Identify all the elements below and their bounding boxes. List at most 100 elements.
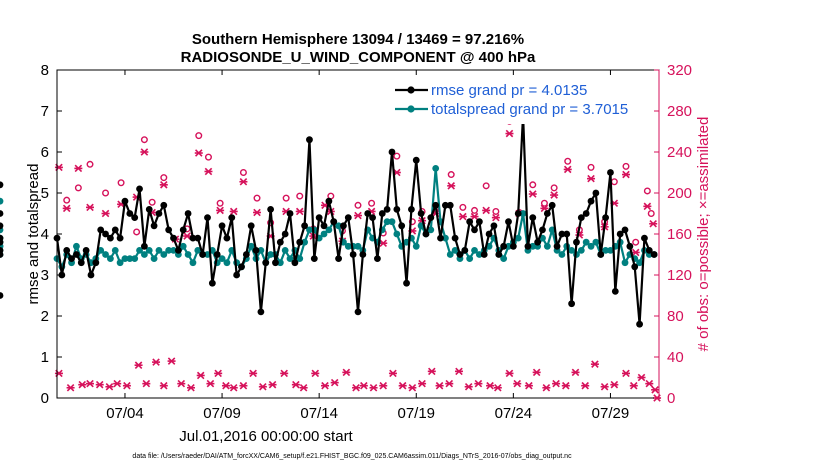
totalspread-point <box>427 226 435 234</box>
rmse-point <box>0 234 4 242</box>
rmse-point <box>592 189 600 197</box>
obs-assimilated-point <box>354 211 362 220</box>
y-right-tick-label: 40 <box>667 349 684 366</box>
rmse-point <box>223 234 231 242</box>
obs-assimilated-point <box>167 357 176 365</box>
obs-assimilated-point <box>464 382 473 391</box>
totalspread-point <box>412 242 420 250</box>
obs-assimilated-point <box>268 380 277 389</box>
totalspread-point <box>587 242 595 250</box>
obs-assimilated-point <box>183 232 192 240</box>
obs-assimilated-point <box>253 208 262 217</box>
totalspread-point <box>306 226 313 234</box>
obs-assimilated-point <box>239 381 248 390</box>
y-tick-label: 0 <box>41 390 49 407</box>
rmse-line <box>55 113 655 326</box>
y-tick-label: 8 <box>41 62 49 79</box>
rmse-point <box>252 247 260 254</box>
totalspread-point <box>126 255 134 262</box>
y-axis-left: 0 1 2 3 4 5 6 7 8 <box>41 62 62 407</box>
rmse-point <box>77 259 85 267</box>
obs-assimilated-point <box>474 379 483 388</box>
obs-assimilated-point <box>643 202 652 211</box>
rmse-point <box>174 247 182 254</box>
y-right-tick-label: 200 <box>667 185 692 202</box>
rmse-point <box>325 197 333 205</box>
totalspread-point <box>393 230 401 238</box>
totalspread-point <box>529 242 537 250</box>
rmse-point <box>194 234 202 242</box>
obs-assimilated-point <box>379 381 388 390</box>
totalspread-point <box>111 247 119 254</box>
obs-possible-point <box>102 189 110 197</box>
obs-assimilated-point <box>159 381 168 390</box>
rmse-point <box>131 214 139 222</box>
rmse-point <box>0 222 4 230</box>
rmse-point <box>437 234 444 242</box>
obs-assimilated-point <box>563 165 572 174</box>
rmse-point <box>160 201 168 209</box>
obs-possible-point <box>296 192 304 200</box>
totalspread-point <box>160 251 168 258</box>
y-right-tick-label: 80 <box>667 308 684 325</box>
rmse-point <box>490 222 498 230</box>
totalspread-point <box>276 259 284 267</box>
totalspread-point <box>543 242 551 250</box>
rmse-point <box>359 251 367 258</box>
obs-possible-point <box>459 203 467 211</box>
totalspread-point <box>136 247 143 254</box>
obs-assimilated-point <box>631 248 640 257</box>
rmse-point <box>272 259 279 267</box>
obs-assimilated-point <box>359 381 368 390</box>
obs-assimilated-point <box>204 167 213 176</box>
totalspread-point <box>145 247 153 254</box>
obs-assimilated-point <box>561 381 570 390</box>
obs-assimilated-point <box>206 379 215 388</box>
y-right-tick-label: 0 <box>667 390 675 407</box>
obs-assimilated-point <box>445 379 454 388</box>
rmse-point <box>218 222 226 230</box>
obs-assimilated-point <box>637 373 646 382</box>
y-axis-right-label: # of obs: o=possible; ×=assimilated <box>695 117 712 352</box>
totalspread-point <box>247 242 255 250</box>
rmse-point <box>0 210 4 217</box>
y-right-tick-label: 280 <box>667 103 692 120</box>
rmse-point <box>87 271 95 279</box>
obs-assimilated-point <box>470 212 479 221</box>
rmse-point <box>621 226 629 234</box>
obs-assimilated-point <box>590 360 599 368</box>
x-tick-label: 07/09 <box>203 405 241 422</box>
rmse-point <box>0 247 4 254</box>
rmse-point <box>228 214 236 222</box>
totalspread-point <box>223 259 231 267</box>
rmse-point <box>480 251 488 258</box>
totalspread-point <box>607 247 614 254</box>
rmse-point <box>417 210 425 217</box>
obs-possible-point <box>647 209 655 217</box>
rmse-point <box>636 320 643 328</box>
rmse-point <box>179 226 187 234</box>
obs-possible-point <box>529 181 537 189</box>
totalspread-point <box>388 218 396 226</box>
rmse-point <box>155 210 163 217</box>
rmse-point <box>573 238 580 246</box>
rmse-point <box>461 247 469 254</box>
rmse-point <box>102 230 109 238</box>
rmse-point <box>276 238 284 246</box>
rmse-point <box>587 197 595 205</box>
rmse-point <box>471 226 478 234</box>
rmse-point <box>97 226 105 234</box>
obs-assimilated-point <box>86 203 95 212</box>
totalspread-point <box>475 251 483 258</box>
rmse-point <box>335 255 342 262</box>
rmse-point <box>514 210 522 217</box>
totalspread-point <box>432 165 440 172</box>
rmse-point <box>126 210 134 217</box>
x-tick-label: 07/14 <box>300 405 338 422</box>
obs-assimilated-point <box>86 379 95 388</box>
y-right-tick-label: 120 <box>667 267 692 284</box>
rmse-point <box>204 214 211 222</box>
totalspread-point <box>451 247 459 254</box>
obs-assimilated-point <box>610 380 619 389</box>
obs-assimilated-point <box>342 368 351 377</box>
